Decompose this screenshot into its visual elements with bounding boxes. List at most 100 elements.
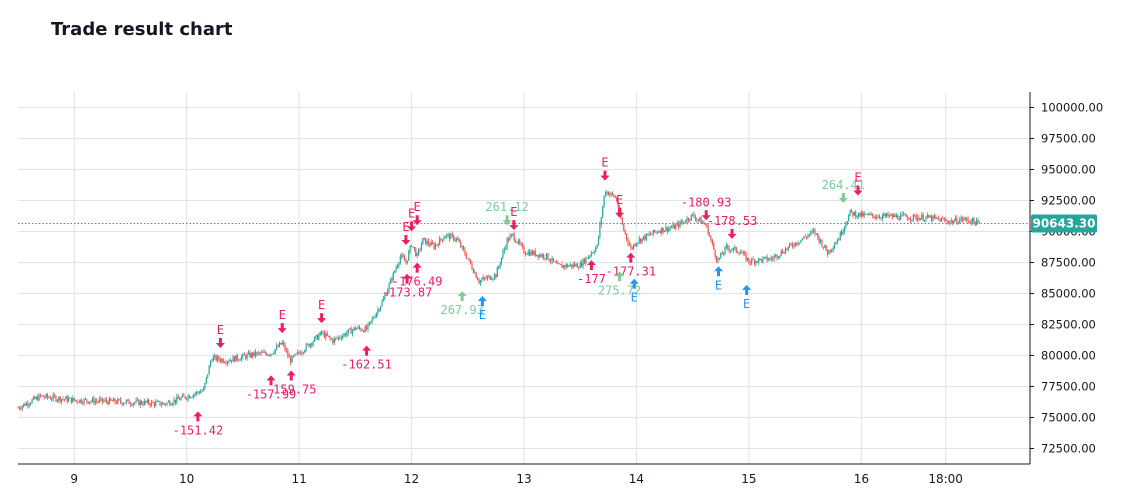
candle-body [537, 254, 539, 258]
candle-body [818, 236, 820, 243]
candle-body [439, 238, 441, 246]
trade-arrow-down [838, 192, 848, 203]
candle-body [863, 213, 865, 217]
candle-body [357, 326, 359, 329]
candle-body [759, 258, 761, 260]
y-tick-label: 80000.00 [1041, 349, 1096, 363]
candle-body [405, 260, 407, 263]
candle-body [835, 242, 837, 245]
candle-body [471, 263, 473, 270]
candle-body [746, 258, 749, 261]
candle-body [777, 256, 780, 258]
y-tick-label: 72500.00 [1041, 442, 1096, 456]
candle-body [814, 230, 816, 234]
candle-body [963, 219, 965, 221]
candle-body [507, 238, 510, 241]
candle-body [333, 338, 335, 343]
candle-body [306, 343, 309, 345]
candle-body [772, 258, 774, 260]
candle-body [755, 261, 757, 264]
candle-body [221, 359, 223, 362]
candle-body [596, 244, 598, 248]
candle-body [853, 211, 855, 216]
candle-body [247, 352, 250, 355]
candle-series [17, 190, 980, 412]
candle-body [28, 404, 30, 406]
candle-body [529, 251, 531, 256]
candle-body [964, 217, 966, 220]
candle-body [586, 257, 588, 259]
candle-body [495, 274, 497, 278]
trade-label: E [743, 297, 750, 311]
candle-body [593, 251, 595, 253]
candle-body [744, 252, 746, 254]
candle-body [277, 345, 279, 347]
candle-body [496, 267, 498, 278]
candle-body [21, 406, 23, 409]
candle-body [670, 227, 673, 229]
y-tick-label: 75000.00 [1041, 411, 1096, 425]
candle-body [167, 401, 169, 403]
candle-body [911, 219, 913, 221]
candle-body [648, 233, 650, 235]
candle-body [242, 353, 244, 357]
candle-body [321, 331, 323, 334]
candle-body [157, 401, 160, 402]
candle-body [859, 212, 861, 217]
candle-body [613, 194, 615, 198]
candle-body [460, 242, 462, 248]
candle-body [752, 258, 754, 261]
candle-body [312, 341, 314, 345]
candle-body [186, 398, 188, 400]
candle-body [855, 211, 857, 218]
candle-body [794, 242, 796, 247]
candle-body [645, 233, 647, 240]
candle-body [722, 253, 725, 255]
candle-body [697, 219, 699, 221]
candle-body [176, 396, 178, 403]
candle-body [860, 212, 862, 217]
candle-body [558, 263, 560, 265]
candle-body [308, 343, 310, 347]
candle-body [110, 398, 112, 401]
candle-body [270, 354, 272, 356]
candle-body [503, 248, 505, 252]
candle-body [686, 218, 688, 223]
candle-body [679, 221, 681, 228]
candle-body [305, 344, 307, 351]
candle-body [238, 359, 240, 361]
candle-body [708, 234, 711, 237]
candle-body [931, 216, 933, 221]
candle-body [843, 226, 846, 232]
candle-body [926, 214, 928, 218]
candle-body [897, 215, 899, 219]
candle-body [661, 227, 663, 234]
trade-label: 261.12 [485, 200, 528, 214]
candle-body [462, 246, 465, 250]
candle-body [330, 338, 333, 340]
candle-body [180, 397, 182, 400]
candle-body [611, 192, 614, 195]
candle-body [647, 233, 649, 235]
candle-body [325, 333, 327, 338]
candle-body [732, 247, 735, 250]
candle-body [581, 262, 583, 267]
candle-body [354, 327, 356, 330]
candle-body [403, 257, 406, 261]
candle-body [420, 244, 422, 250]
candle-body [45, 394, 47, 398]
candle-body [322, 332, 324, 334]
candle-body [394, 271, 396, 273]
candle-body [641, 238, 643, 243]
candle-body [852, 211, 854, 216]
candle-body [370, 320, 372, 322]
candle-body [595, 247, 597, 252]
candle-body [583, 259, 586, 264]
candle-body [290, 357, 292, 363]
candle-body [491, 279, 493, 281]
candle-body [377, 309, 379, 314]
candle-body [700, 217, 702, 224]
candle-body [975, 220, 978, 226]
candle-body [842, 231, 844, 235]
